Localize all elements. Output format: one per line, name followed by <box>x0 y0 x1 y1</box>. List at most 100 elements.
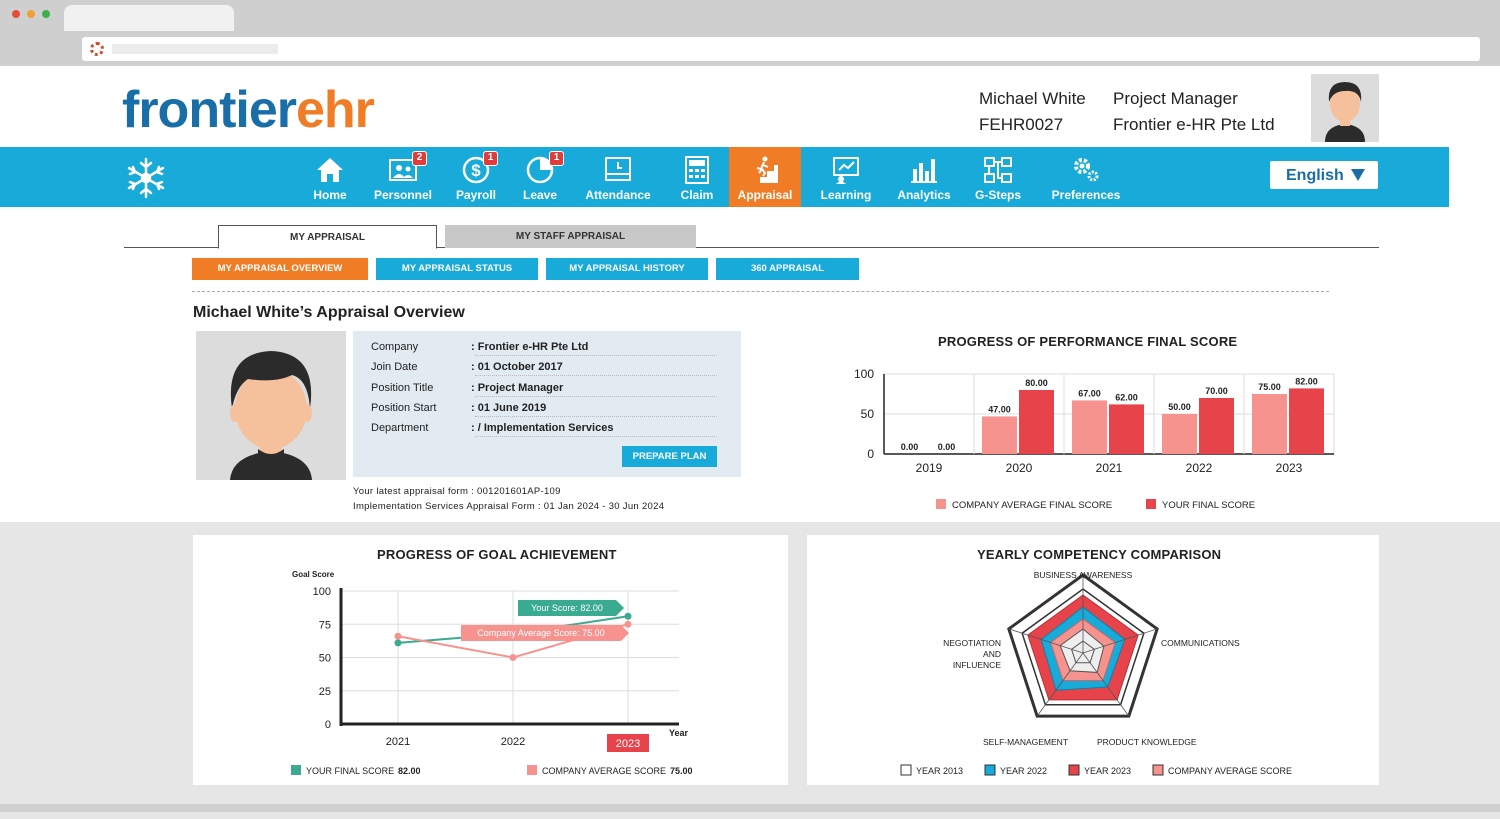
performance-chart-title: PROGRESS OF PERFORMANCE FINAL SCORE <box>938 334 1238 349</box>
home-icon <box>317 158 343 182</box>
position-start-label: Position Start <box>371 402 437 414</box>
series-point <box>509 654 517 661</box>
position-title-value: : Project Manager <box>471 382 564 394</box>
x-tick-label: 2023 <box>616 738 640 750</box>
tab-my-staff-appraisal[interactable]: MY STAFF APPRAISAL <box>445 225 696 248</box>
bar-value-label: 70.00 <box>1205 386 1228 396</box>
legend-swatch <box>291 765 301 775</box>
bar-your-final-score <box>1019 390 1054 454</box>
close-window-dot[interactable] <box>12 10 20 18</box>
nav-appraisal[interactable]: Appraisal <box>729 147 801 207</box>
radar-ring-inner <box>1070 640 1096 664</box>
legend-label: YEAR 2023 <box>1084 766 1131 776</box>
bar-company-average-final-score <box>1162 414 1197 454</box>
browser-chrome <box>0 0 1500 66</box>
radar-axis-label: SELF-MANAGEMENT <box>983 737 1068 747</box>
browser-tab[interactable] <box>64 5 234 31</box>
y-tick-label: 0 <box>867 447 874 461</box>
goal-chart-card <box>193 535 788 785</box>
svg-text:$: $ <box>471 161 481 180</box>
browser-bottom <box>0 804 1500 819</box>
competency-chart-title: YEARLY COMPETENCY COMPARISON <box>977 547 1222 562</box>
prepare-plan-button[interactable]: PREPARE PLAN <box>622 446 717 467</box>
bar-company-average-final-score <box>982 416 1017 454</box>
nav-claim[interactable]: Claim <box>672 147 722 207</box>
legend-swatch <box>900 764 912 776</box>
radar-spoke <box>1036 652 1084 717</box>
frontierehr-logo[interactable]: frontierehr <box>122 81 375 139</box>
user-name: Michael White <box>979 89 1086 108</box>
x-tick-label: 2023 <box>1276 461 1303 475</box>
nav-personnel[interactable]: Personnel 2 <box>373 151 433 202</box>
personnel-badge: 2 <box>412 151 427 166</box>
x-tick-label: 2022 <box>1186 461 1213 475</box>
radar-spoke <box>1082 628 1158 654</box>
latest-appraisal-form[interactable]: Your latest appraisal form : 001201601AP… <box>353 486 561 497</box>
info-divider <box>475 355 717 356</box>
subtab-360-appraisal[interactable]: 360 APPRAISAL <box>716 258 859 280</box>
language-value: English <box>1286 167 1344 184</box>
radar-axis-label: INFLUENCE <box>953 660 1002 670</box>
avatar[interactable] <box>1311 74 1379 142</box>
series-point <box>624 620 632 628</box>
tab-my-appraisal[interactable]: MY APPRAISAL <box>218 225 437 249</box>
bar-value-label: 0.00 <box>901 442 919 452</box>
legend-label: COMPANY AVERAGE SCORE <box>542 766 666 776</box>
legend-label: YOUR FINAL SCORE <box>1162 500 1255 511</box>
bar-value-label: 75.00 <box>1258 382 1281 392</box>
bar-value-label: 67.00 <box>1078 388 1101 398</box>
legend-label: COMPANY AVERAGE SCORE <box>1168 766 1292 776</box>
bar-value-label: 62.00 <box>1115 392 1138 402</box>
nav-learning[interactable]: Learning <box>815 147 877 207</box>
bar-your-final-score <box>1109 404 1144 454</box>
position-title-label: Position Title <box>371 382 434 394</box>
goal-line-chart: Goal Score 0 25 50 75 100 2021 2022 2023 Year Your… <box>291 570 693 776</box>
g-steps-icon <box>984 157 1012 183</box>
nav-payroll[interactable]: $ Payroll 1 <box>455 151 498 202</box>
x-tick-label: 2022 <box>501 736 525 748</box>
legend-label: YOUR FINAL SCORE <box>306 766 394 776</box>
bar-value-label: 50.00 <box>1168 402 1191 412</box>
analytics-icon <box>911 159 937 183</box>
y-axis-label: Goal Score <box>292 570 335 579</box>
maximize-window-dot[interactable] <box>42 10 50 18</box>
x-tick-label: 2021 <box>1096 461 1123 475</box>
nav-analytics[interactable]: Analytics <box>893 147 955 207</box>
y-tick-label: 50 <box>319 653 331 665</box>
implementation-appraisal-form[interactable]: Implementation Services Appraisal Form :… <box>353 501 665 512</box>
subtab-appraisal-status[interactable]: MY APPRAISAL STATUS <box>376 258 538 280</box>
x-axis-label: Year <box>669 728 689 738</box>
attendance-icon <box>605 157 631 181</box>
claim-icon <box>685 156 709 184</box>
series-point <box>624 612 632 620</box>
nav-preferences[interactable]: Preferences <box>1046 147 1126 207</box>
legend-value: 75.00 <box>670 766 693 776</box>
leave-icon <box>526 156 554 184</box>
chevron-down-icon[interactable] <box>1351 169 1365 181</box>
overview-title: Michael White’s Appraisal Overview <box>193 304 465 321</box>
company-value: : Frontier e-HR Pte Ltd <box>471 341 589 353</box>
radar-axis-label: BUSINESS AWARENESS <box>1034 570 1133 580</box>
bar-value-label: 80.00 <box>1025 378 1048 388</box>
radar-ring <box>1021 588 1145 706</box>
y-tick-label: 0 <box>325 719 331 731</box>
snowflake-logo-icon[interactable] <box>124 156 168 200</box>
info-divider <box>475 436 717 437</box>
highlighted-year-badge <box>607 734 649 752</box>
learning-icon <box>833 157 859 184</box>
legend-swatch <box>1146 499 1156 509</box>
minimize-window-dot[interactable] <box>27 10 35 18</box>
payroll-badge: 1 <box>483 151 498 166</box>
radar-ring-outer <box>1007 573 1159 718</box>
subtab-appraisal-overview[interactable]: MY APPRAISAL OVERVIEW <box>192 258 368 280</box>
tab-divider <box>124 247 1379 248</box>
nav-home[interactable]: Home <box>304 147 356 207</box>
nav-attendance[interactable]: Attendance <box>580 147 656 207</box>
nav-g-steps[interactable]: G-Steps <box>970 147 1026 207</box>
legend-label: COMPANY AVERAGE FINAL SCORE <box>952 500 1112 511</box>
nav-leave[interactable]: Leave 1 <box>515 147 565 207</box>
employee-info-panel: Company : Frontier e-HR Pte Ltd Join Dat… <box>353 331 741 477</box>
y-tick-label: 75 <box>319 619 331 631</box>
address-bar[interactable] <box>82 37 1480 61</box>
subtab-appraisal-history[interactable]: MY APPRAISAL HISTORY <box>546 258 708 280</box>
